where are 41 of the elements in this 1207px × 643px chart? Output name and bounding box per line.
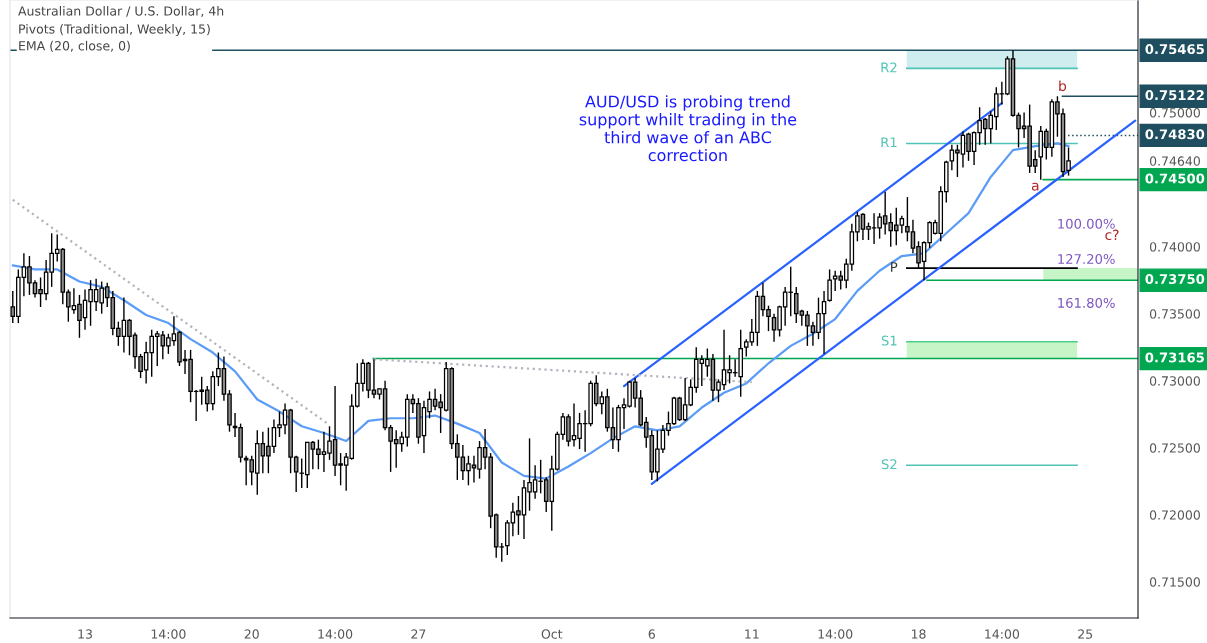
candlestick <box>827 268 832 303</box>
annotation: P <box>891 262 898 272</box>
ref-line-label: 0.74830 <box>1145 129 1205 140</box>
y-tick-label: 0.72500 <box>1149 443 1200 453</box>
x-tick-label: Oct <box>541 629 563 639</box>
annotation: R2 <box>881 62 897 73</box>
x-tick-label: 11 <box>745 629 759 639</box>
ref-line-label: 0.73165 <box>1145 352 1204 363</box>
x-tick-label: 25 <box>1078 629 1093 639</box>
x-tick-label: 14:00 <box>151 629 186 639</box>
annotation: AUD/USD is probing trend support whilt trading in the third wave of an ABC correction <box>579 95 797 162</box>
annotation: S2 <box>881 459 897 470</box>
annotation: b <box>1059 80 1067 92</box>
x-tick-label: 13 <box>78 629 92 639</box>
text: Pivots (Traditional, Weekly, 15) EMA (20, close, 0) <box>19 24 210 52</box>
ref-line-label: 0.74500 <box>1145 173 1205 184</box>
x-tick-label: 27 <box>411 629 426 639</box>
annotation: S1 <box>881 335 897 346</box>
x-tick-label: 14:00 <box>318 629 353 639</box>
x-tick-label: 6 <box>648 629 655 639</box>
ref-line-label: 0.75122 <box>1145 90 1204 101</box>
y-tick-label: 0.73500 <box>1149 309 1200 319</box>
annotation: R1 <box>881 137 897 148</box>
y-tick-label: 0.74000 <box>1149 242 1200 252</box>
annotation: 127.20% <box>1058 254 1115 265</box>
ref-line-label: 0.73750 <box>1145 274 1205 285</box>
annotation: 100.00% <box>1058 218 1115 229</box>
x-tick-label: 20 <box>244 629 259 639</box>
annotation: a <box>1031 182 1039 191</box>
y-tick-label: 0.75000 <box>1149 108 1200 118</box>
ref-line-label: 0.75465 <box>1145 44 1204 55</box>
x-tick-label: 18 <box>911 629 926 639</box>
y-tick-label: 0.74640 <box>1149 156 1200 166</box>
y-tick-label: 0.71500 <box>1149 577 1200 587</box>
y-tick-label: 0.73000 <box>1149 376 1200 386</box>
annotation: 161.80% <box>1058 297 1115 308</box>
y-tick-label: 0.72000 <box>1149 510 1200 520</box>
chart-title: Australian Dollar / U.S. Dollar, 4h <box>18 6 224 17</box>
annotation: c? <box>1105 229 1119 241</box>
x-tick-label: 14:00 <box>818 629 853 639</box>
x-tick-label: 14:00 <box>985 629 1020 639</box>
